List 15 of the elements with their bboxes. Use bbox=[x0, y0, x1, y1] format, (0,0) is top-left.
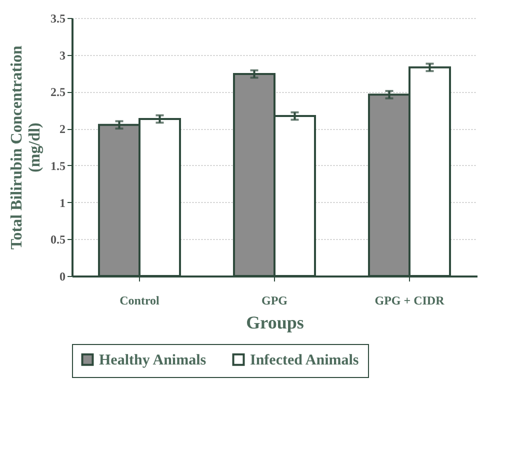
y-tick-label: 2.5 bbox=[50, 85, 66, 100]
y-axis-title: Total Bilirubin Concentration (mg/dl) bbox=[8, 45, 44, 250]
y-tick-label: 0.5 bbox=[50, 232, 66, 247]
y-tick-label: 1.5 bbox=[50, 158, 66, 173]
legend-label: Healthy Animals bbox=[99, 352, 206, 369]
x-axis-title: Groups bbox=[246, 312, 304, 332]
x-tick-label: Control bbox=[120, 294, 160, 308]
legend-label: Infected Animals bbox=[250, 352, 359, 369]
x-tick-label: GPG bbox=[262, 294, 288, 308]
y-tick-label: 1 bbox=[60, 196, 66, 210]
y-tick-label: 3 bbox=[60, 48, 66, 62]
y-tick-label: 0 bbox=[60, 270, 66, 284]
x-tick-label: GPG + CIDR bbox=[374, 294, 445, 308]
y-tick-label: 3.5 bbox=[50, 12, 66, 26]
y-tick-label: 2 bbox=[60, 122, 66, 136]
